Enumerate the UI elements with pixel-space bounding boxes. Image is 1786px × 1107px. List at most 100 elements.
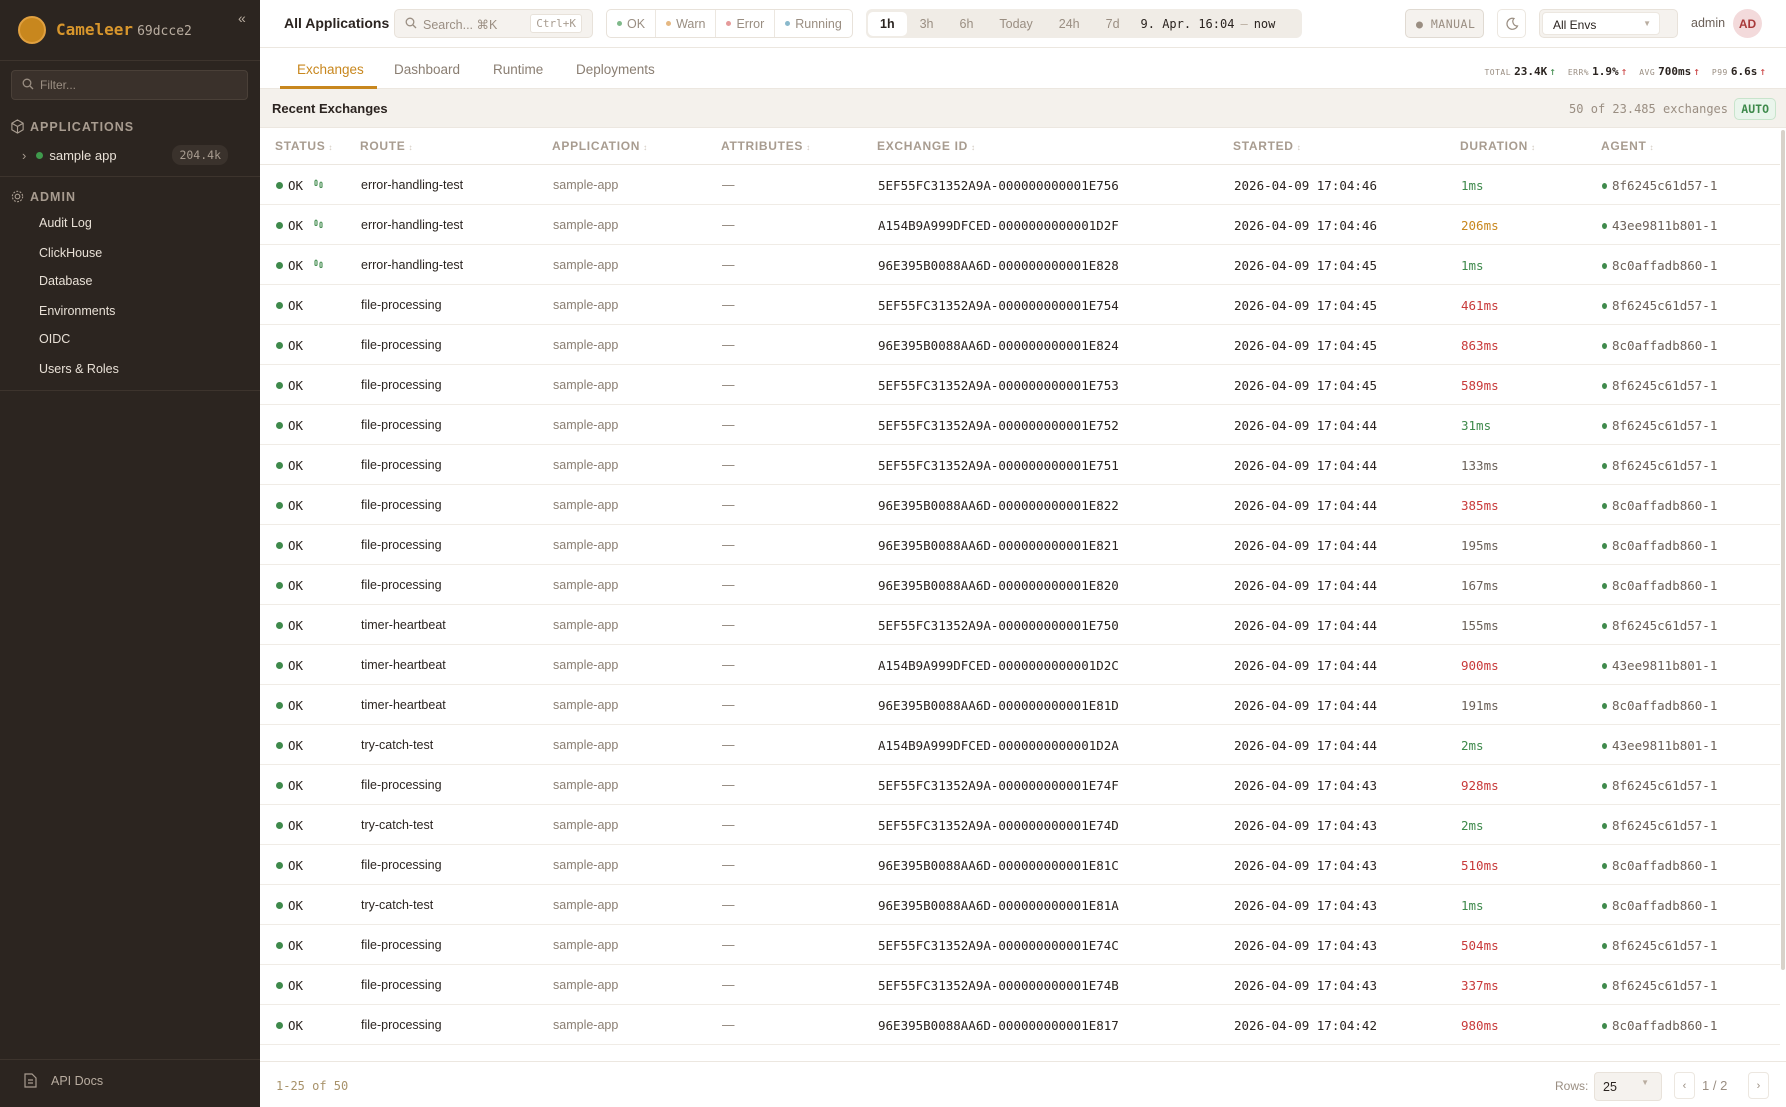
auto-refresh-badge[interactable]: AUTO bbox=[1734, 98, 1776, 120]
column-header-agent[interactable]: AGENT ↕ bbox=[1601, 139, 1654, 153]
agent-cell[interactable]: 8c0affadb860-1 bbox=[1602, 498, 1717, 513]
table-row[interactable]: OK file-processing sample-app — 96E395B0088A… bbox=[260, 525, 1780, 565]
column-header-application[interactable]: APPLICATION ↕ bbox=[552, 139, 648, 153]
sidebar-item-environments[interactable]: Environments bbox=[39, 304, 116, 318]
agent-cell[interactable]: 8c0affadb860-1 bbox=[1602, 258, 1717, 273]
table-row[interactable]: OK timer-heartbeat sample-app — 96E395B0088A… bbox=[260, 685, 1780, 725]
agent-cell[interactable]: 8f6245c61d57-1 bbox=[1602, 418, 1717, 433]
sidebar-item-database[interactable]: Database bbox=[39, 274, 93, 288]
tab-exchanges[interactable]: Exchanges bbox=[297, 62, 364, 77]
column-header-started[interactable]: STARTED ↕ bbox=[1233, 139, 1301, 153]
table-row[interactable]: OK error-handling-test sample-app — 5EF55FC3… bbox=[260, 165, 1780, 205]
table-row[interactable]: OK file-processing sample-app — 96E395B0088A… bbox=[260, 325, 1780, 365]
table-row[interactable]: OK file-processing sample-app — 5EF55FC31352… bbox=[260, 765, 1780, 805]
time-button-7d[interactable]: 7d bbox=[1105, 16, 1120, 31]
agent-cell[interactable]: 8f6245c61d57-1 bbox=[1602, 458, 1717, 473]
table-row[interactable]: OK file-processing sample-app — 5EF55FC31352… bbox=[260, 285, 1780, 325]
exchange-id-cell: 5EF55FC31352A9A-000000000001E751 bbox=[878, 458, 1119, 473]
column-header-status[interactable]: STATUS ↕ bbox=[275, 139, 333, 153]
status-label: OK bbox=[288, 698, 304, 713]
status-filter-warn[interactable]: Warn bbox=[656, 10, 717, 37]
tab-runtime[interactable]: Runtime bbox=[493, 62, 544, 77]
table-row[interactable]: OK file-processing sample-app — 5EF55FC31352… bbox=[260, 445, 1780, 485]
table-row[interactable]: OK file-processing sample-app — 96E395B0088A… bbox=[260, 565, 1780, 605]
kpi-value: 1.9% bbox=[1592, 65, 1619, 78]
time-button-today[interactable]: Today bbox=[999, 16, 1033, 31]
tab-dashboard[interactable]: Dashboard bbox=[394, 62, 461, 77]
table-row[interactable]: OK file-processing sample-app — 96E395B0088A… bbox=[260, 845, 1780, 885]
table-row[interactable]: OK timer-heartbeat sample-app — 5EF55FC31352… bbox=[260, 605, 1780, 645]
time-button-3h[interactable]: 3h bbox=[919, 16, 934, 31]
sidebar-item-clickhouse[interactable]: ClickHouse bbox=[39, 246, 103, 260]
environment-select[interactable]: All Envs ▼ bbox=[1539, 9, 1678, 38]
agent-cell[interactable]: 8f6245c61d57-1 bbox=[1602, 778, 1717, 793]
rows-per-page-select[interactable]: 25 ▼ bbox=[1594, 1072, 1662, 1101]
agent-cell[interactable]: 8f6245c61d57-1 bbox=[1602, 178, 1717, 193]
trend-up-icon: ↑ bbox=[1693, 65, 1700, 78]
column-header-duration[interactable]: DURATION ↕ bbox=[1460, 139, 1536, 153]
agent-cell[interactable]: 8c0affadb860-1 bbox=[1602, 898, 1717, 913]
filter-input[interactable]: Filter... bbox=[11, 70, 248, 100]
agent-cell[interactable]: 8f6245c61d57-1 bbox=[1602, 938, 1717, 953]
sidebar-item-users-roles[interactable]: Users & Roles bbox=[39, 362, 119, 376]
table-row[interactable]: OK file-processing sample-app — 5EF55FC31352… bbox=[260, 405, 1780, 445]
time-button-6h[interactable]: 6h bbox=[959, 16, 974, 31]
theme-toggle-button[interactable] bbox=[1497, 9, 1526, 38]
agent-cell[interactable]: 8f6245c61d57-1 bbox=[1602, 978, 1717, 993]
time-button-24h[interactable]: 24h bbox=[1058, 16, 1080, 31]
agent-cell[interactable]: 8c0affadb860-1 bbox=[1602, 538, 1717, 553]
agent-cell[interactable]: 8c0affadb860-1 bbox=[1602, 858, 1717, 873]
column-header-attributes[interactable]: ATTRIBUTES ↕ bbox=[721, 139, 811, 153]
prev-page-button[interactable]: ‹ bbox=[1674, 1072, 1695, 1099]
started-cell: 2026-04-09 17:04:42 bbox=[1234, 1018, 1377, 1033]
status-filter-error[interactable]: Error bbox=[716, 10, 776, 37]
collapse-sidebar-icon[interactable]: « bbox=[238, 10, 246, 26]
table-row[interactable]: OK error-handling-test sample-app — 96E395B0… bbox=[260, 245, 1780, 285]
status-filter-ok[interactable]: OK bbox=[607, 10, 657, 37]
exchange-id-cell: 5EF55FC31352A9A-000000000001E74F bbox=[878, 778, 1119, 793]
table-row[interactable]: OK timer-heartbeat sample-app — A154B9A999DF… bbox=[260, 645, 1780, 685]
chevron-right-icon[interactable]: › bbox=[22, 147, 27, 163]
agent-cell[interactable]: 43ee9811b801-1 bbox=[1602, 738, 1717, 753]
column-header-exchange-id[interactable]: EXCHANGE ID ↕ bbox=[877, 139, 976, 153]
agent-cell[interactable]: 43ee9811b801-1 bbox=[1602, 218, 1717, 233]
table-row[interactable]: OK file-processing sample-app — 5EF55FC31352… bbox=[260, 965, 1780, 1005]
table-row[interactable]: OK try-catch-test sample-app — 96E395B0088AA… bbox=[260, 885, 1780, 925]
kpi-value: 700ms bbox=[1658, 65, 1692, 78]
table-row[interactable]: OK file-processing sample-app — 96E395B0088A… bbox=[260, 1005, 1780, 1045]
status-filter-running[interactable]: Running bbox=[775, 10, 852, 37]
agent-cell[interactable]: 43ee9811b801-1 bbox=[1602, 658, 1717, 673]
scrollbar[interactable] bbox=[1781, 130, 1785, 970]
user-name[interactable]: admin bbox=[1691, 16, 1726, 30]
table-row[interactable]: OK try-catch-test sample-app — A154B9A999DFC… bbox=[260, 725, 1780, 765]
table-row[interactable]: OK error-handling-test sample-app — A154B9A9… bbox=[260, 205, 1780, 245]
sidebar-item-audit-log[interactable]: Audit Log bbox=[39, 216, 92, 230]
sidebar-app-sample-app[interactable]: › sample app 204.4k bbox=[22, 145, 232, 165]
api-docs-link[interactable]: API Docs bbox=[24, 1073, 103, 1088]
next-page-button[interactable]: › bbox=[1748, 1072, 1769, 1099]
agent-cell[interactable]: 8f6245c61d57-1 bbox=[1602, 378, 1717, 393]
time-range-display[interactable]: 9. Apr. 16:04– now bbox=[1141, 17, 1276, 31]
agent-cell[interactable]: 8f6245c61d57-1 bbox=[1602, 818, 1717, 833]
refresh-mode-button[interactable]: ● MANUAL bbox=[1405, 9, 1484, 38]
agent-cell[interactable]: 8f6245c61d57-1 bbox=[1602, 298, 1717, 313]
column-header-route[interactable]: ROUTE ↕ bbox=[360, 139, 413, 153]
table-row[interactable]: OK file-processing sample-app — 5EF55FC31352… bbox=[260, 365, 1780, 405]
sidebar-item-oidc[interactable]: OIDC bbox=[39, 332, 71, 346]
agent-cell[interactable]: 8c0affadb860-1 bbox=[1602, 338, 1717, 353]
applications-section[interactable]: APPLICATIONS bbox=[10, 119, 134, 134]
agent-cell[interactable]: 8c0affadb860-1 bbox=[1602, 698, 1717, 713]
avatar[interactable]: AD bbox=[1733, 9, 1762, 38]
tab-deployments[interactable]: Deployments bbox=[576, 62, 655, 77]
agent-cell[interactable]: 8c0affadb860-1 bbox=[1602, 1018, 1717, 1033]
admin-section[interactable]: ADMIN bbox=[10, 189, 76, 204]
time-button-1h[interactable]: 1h bbox=[868, 11, 907, 36]
agent-status-dot bbox=[1602, 1022, 1607, 1029]
search-input[interactable]: Search... ⌘K Ctrl+K bbox=[394, 9, 593, 38]
agent-cell[interactable]: 8f6245c61d57-1 bbox=[1602, 618, 1717, 633]
agent-cell[interactable]: 8c0affadb860-1 bbox=[1602, 578, 1717, 593]
route-cell: file-processing bbox=[361, 938, 442, 952]
table-row[interactable]: OK file-processing sample-app — 96E395B0088A… bbox=[260, 485, 1780, 525]
table-row[interactable]: OK try-catch-test sample-app — 5EF55FC31352A… bbox=[260, 805, 1780, 845]
table-row[interactable]: OK file-processing sample-app — 5EF55FC31352… bbox=[260, 925, 1780, 965]
